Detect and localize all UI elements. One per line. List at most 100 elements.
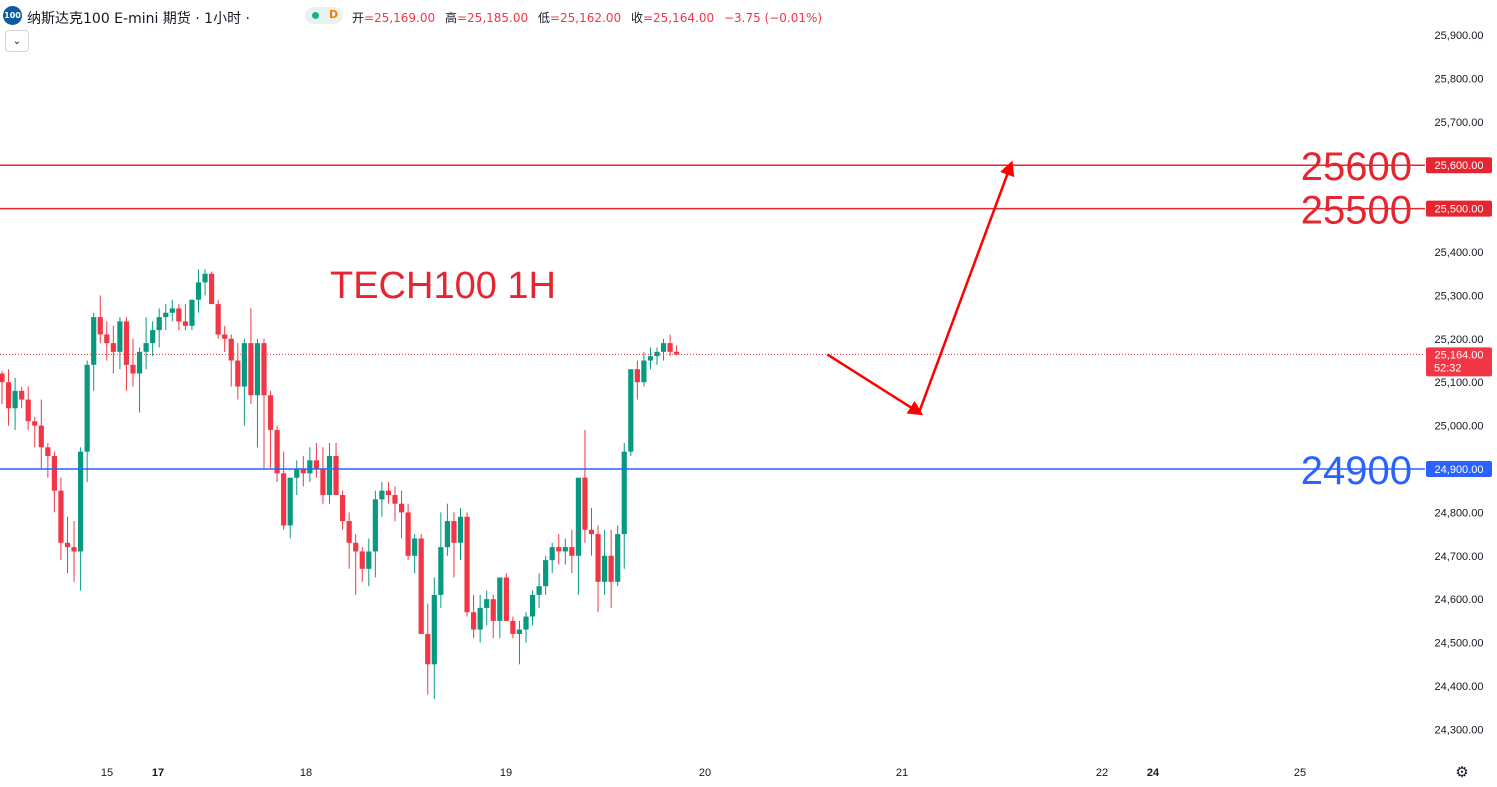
candle-body bbox=[215, 304, 221, 335]
candle bbox=[484, 590, 490, 626]
time-tick-label: 22 bbox=[1096, 767, 1108, 779]
candle-body bbox=[582, 477, 588, 530]
candle-body bbox=[457, 516, 464, 543]
candle-body bbox=[117, 321, 123, 352]
candle bbox=[97, 295, 103, 344]
candle-body bbox=[195, 282, 202, 300]
candle-body bbox=[549, 547, 555, 561]
candle bbox=[556, 534, 562, 565]
level-axis-label: 24,900.00 bbox=[1435, 464, 1484, 476]
candle bbox=[497, 577, 503, 639]
candle bbox=[510, 616, 516, 639]
candle-body bbox=[621, 451, 627, 535]
candle bbox=[202, 269, 208, 296]
candle-body bbox=[202, 273, 208, 283]
forecast-path bbox=[826, 160, 1015, 416]
candle bbox=[372, 490, 378, 578]
candle bbox=[130, 338, 136, 387]
price-axis: 25,900.00 25,800.00 25,700.00 25,400.00 25,3… bbox=[1435, 30, 1484, 736]
candle-body bbox=[267, 395, 274, 430]
candle-body bbox=[25, 399, 31, 422]
collapse-legend-button[interactable]: ⌄ bbox=[5, 30, 29, 52]
candle-body bbox=[64, 542, 71, 548]
candle-body bbox=[12, 390, 18, 409]
candle-body bbox=[123, 321, 130, 365]
candle bbox=[0, 371, 5, 404]
candle bbox=[608, 529, 614, 608]
candle bbox=[150, 321, 156, 357]
candle bbox=[45, 442, 51, 478]
candle-body bbox=[405, 512, 411, 556]
candle-body bbox=[425, 633, 431, 665]
chart-title: TECH100 1H bbox=[330, 265, 556, 307]
candle-body bbox=[38, 425, 44, 448]
candle-body bbox=[562, 547, 568, 552]
candle bbox=[353, 534, 359, 595]
candle-body bbox=[477, 607, 483, 630]
price-tick-label: 24,600.00 bbox=[1435, 594, 1484, 606]
candle bbox=[477, 594, 483, 643]
candle-body bbox=[5, 382, 12, 409]
candle-body bbox=[556, 547, 562, 552]
candle bbox=[281, 451, 287, 530]
price-tick-label: 24,800.00 bbox=[1435, 507, 1484, 519]
candle bbox=[19, 386, 25, 409]
candle-body bbox=[444, 521, 450, 548]
candle-body bbox=[660, 343, 667, 352]
candle-body bbox=[608, 555, 614, 582]
candle-body bbox=[97, 317, 103, 335]
level-annotation: 25600 bbox=[1301, 145, 1412, 189]
time-tick-label: 19 bbox=[500, 767, 512, 779]
candle bbox=[117, 317, 123, 370]
candle-body bbox=[628, 369, 634, 452]
candle bbox=[490, 594, 496, 639]
candle bbox=[182, 304, 188, 331]
candle bbox=[209, 271, 215, 305]
candle-body bbox=[130, 364, 136, 374]
candle-body bbox=[248, 343, 254, 396]
candle bbox=[575, 477, 581, 595]
candle-body bbox=[398, 503, 405, 513]
last-price-tag bbox=[1426, 347, 1492, 377]
level-axis-tag bbox=[1426, 200, 1492, 217]
candle bbox=[588, 508, 595, 556]
candle bbox=[5, 369, 12, 426]
candle bbox=[464, 512, 470, 617]
symbol-title[interactable]: 纳斯达克100 E-mini 期货 · 1小时 · bbox=[27, 11, 250, 27]
symbol-logo-icon[interactable]: 100 bbox=[3, 6, 22, 25]
candle-body bbox=[241, 343, 247, 387]
candle bbox=[457, 508, 464, 561]
candle-body bbox=[235, 360, 241, 387]
time-axis: 15 17 18 19 20 21 22 24 25 bbox=[101, 767, 1306, 779]
price-tick-label: 24,400.00 bbox=[1435, 681, 1484, 693]
candle bbox=[444, 503, 450, 556]
candle-body bbox=[176, 308, 182, 322]
price-tick-label: 25,700.00 bbox=[1435, 117, 1484, 129]
candle bbox=[71, 521, 77, 582]
level-axis-tag bbox=[1426, 461, 1492, 477]
candle bbox=[405, 503, 411, 561]
candle bbox=[38, 399, 44, 469]
candle-body bbox=[464, 516, 470, 613]
candle-body bbox=[150, 330, 156, 344]
candle-body bbox=[353, 542, 359, 552]
price-tick-label: 25,900.00 bbox=[1435, 30, 1484, 42]
candle-body bbox=[418, 538, 424, 634]
candle-body bbox=[143, 343, 149, 352]
candle bbox=[228, 334, 234, 387]
candle-body bbox=[510, 620, 516, 634]
candle-body bbox=[281, 473, 287, 526]
candle bbox=[215, 299, 221, 339]
price-tick-label: 25,100.00 bbox=[1435, 377, 1484, 389]
candle-body bbox=[674, 351, 680, 355]
market-status-badge[interactable]: D bbox=[305, 7, 343, 24]
candle-body bbox=[19, 390, 25, 400]
price-tick-label: 25,200.00 bbox=[1435, 334, 1484, 346]
settings-gear-icon[interactable]: ⚙ bbox=[1455, 764, 1469, 781]
ohlc-open-key: 开 bbox=[352, 11, 365, 25]
candle-body bbox=[104, 334, 110, 344]
candle-body bbox=[163, 312, 169, 318]
candle bbox=[169, 299, 175, 322]
